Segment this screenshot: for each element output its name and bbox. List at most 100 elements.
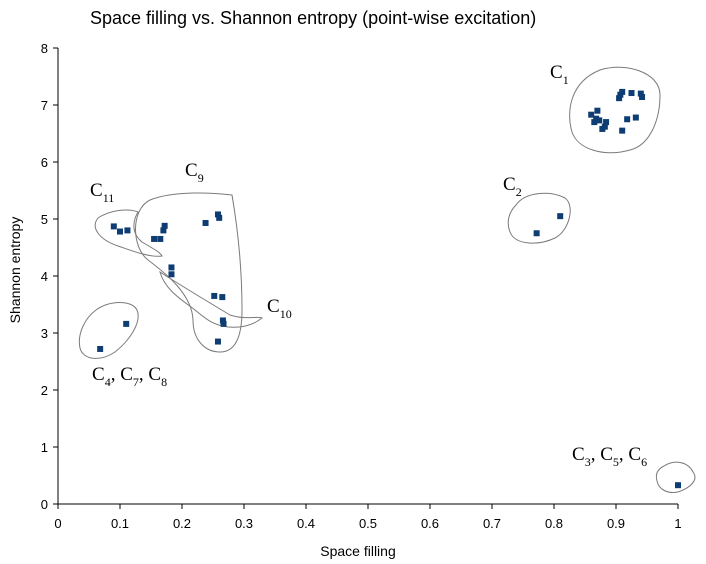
data-point (110, 223, 117, 230)
cluster-c10-outline (159, 270, 263, 328)
data-point (619, 127, 626, 134)
data-point (123, 320, 130, 327)
cluster-label-c7-sub: 7 (133, 375, 139, 389)
chart-title: Space filling vs. Shannon entropy (point… (90, 8, 536, 28)
data-point (151, 235, 158, 242)
cluster-label-c1-base: C (550, 62, 563, 83)
cluster-outlines (78, 66, 696, 493)
data-point (216, 214, 223, 221)
y-tick-label: 2 (41, 383, 48, 398)
cluster-label-c6-sub: 6 (641, 455, 647, 469)
x-tick-label: 0.7 (483, 516, 501, 531)
cluster-label-c9: C9 (185, 160, 204, 185)
data-point (168, 271, 175, 278)
cluster-label-c7-base: C (120, 364, 133, 385)
cluster-c2-outline (507, 192, 571, 244)
cluster-label-c10-base: C (267, 296, 280, 317)
cluster-label-c11-base: C (90, 180, 103, 201)
data-point (124, 227, 131, 234)
cluster-label-c2: C2 (503, 174, 522, 199)
cluster-c11-outline (94, 209, 163, 257)
x-tick-label: 1 (674, 516, 681, 531)
data-point (639, 94, 646, 101)
cluster-label-c8-sub: 8 (161, 375, 167, 389)
cluster-label-c1-sub: 1 (563, 73, 569, 87)
cluster-c4-c7-c8-outline (78, 302, 139, 359)
data-point (596, 117, 603, 124)
y-tick-label: 5 (41, 212, 48, 227)
data-point (557, 213, 564, 220)
data-point (591, 119, 598, 126)
y-tick-label: 4 (41, 269, 48, 284)
x-tick-label: 0.9 (607, 516, 625, 531)
y-axis-title: Shannon entropy (7, 217, 23, 324)
x-tick-label: 0 (54, 516, 61, 531)
y-tick-label: 6 (41, 155, 48, 170)
data-points (97, 88, 681, 489)
x-tick-label: 0.4 (297, 516, 315, 531)
cluster-label-c6-base: C (628, 444, 641, 465)
y-tick-label: 8 (41, 41, 48, 56)
data-point (157, 235, 164, 242)
y-tick-label: 1 (41, 440, 48, 455)
data-point (117, 228, 123, 235)
data-point (628, 90, 635, 97)
cluster-label-c4-base: C (92, 364, 105, 385)
cluster-label-c11: C11 (90, 180, 114, 205)
data-point (601, 123, 608, 130)
x-tick-label: 0.1 (111, 516, 129, 531)
data-point (168, 264, 175, 271)
x-tick-label: 0.6 (421, 516, 439, 531)
cluster-label-c11-sub: 11 (103, 191, 115, 205)
cluster-labels: C1 C2 C3, C5, C6 C9 C10 C11 C4, C7, C8 (90, 62, 647, 469)
data-point (214, 211, 221, 218)
cluster-label-c2-base: C (503, 174, 516, 195)
cluster-label-c5-base: C (600, 444, 613, 465)
x-axis-title: Space filling (320, 543, 396, 559)
data-point (202, 219, 209, 226)
x-tick-label: 0.3 (235, 516, 253, 531)
cluster-label-c4-c7-c8: C4, C7, C8 (92, 364, 167, 389)
cluster-label-c3-c5-c6: C3, C5, C6 (572, 444, 647, 469)
data-point (675, 482, 681, 489)
cluster-c3-c5-c6-outline (655, 461, 696, 493)
y-tick-label: 3 (41, 326, 48, 341)
data-point (616, 95, 623, 102)
cluster-label-c9-sub: 9 (198, 171, 204, 185)
y-ticks: 0 1 2 3 4 5 6 7 8 (41, 41, 58, 512)
cluster-label-c3-base: C (572, 444, 585, 465)
data-point (593, 115, 600, 122)
data-point (637, 90, 644, 97)
data-point (219, 294, 226, 301)
cluster-label-c1: C1 (550, 62, 569, 87)
cluster-label-c5-sub: 5 (613, 455, 619, 469)
data-point (220, 320, 227, 327)
data-point (211, 292, 218, 299)
y-tick-label: 0 (41, 497, 48, 512)
cluster-label-c8-base: C (148, 364, 161, 385)
data-point (97, 345, 104, 352)
data-point (161, 222, 168, 229)
data-point (533, 230, 540, 237)
data-point (603, 119, 610, 126)
x-tick-label: 0.5 (359, 516, 377, 531)
cluster-c1-outline (569, 66, 661, 154)
data-point (624, 116, 631, 123)
data-point (219, 317, 226, 324)
cluster-label-c3-sub: 3 (585, 455, 591, 469)
cluster-label-c4-sub: 4 (105, 375, 111, 389)
data-point (214, 338, 221, 345)
data-point (160, 227, 167, 234)
x-tick-label: 0.8 (545, 516, 563, 531)
y-tick-label: 7 (41, 98, 48, 113)
cluster-label-c2-sub: 2 (516, 185, 522, 199)
data-point (594, 107, 601, 114)
cluster-label-c9-base: C (185, 160, 198, 181)
x-ticks: 0 0.1 0.2 0.3 0.4 0.5 0.6 0.7 0.8 0.9 1 (54, 504, 682, 531)
cluster-label-c10-sub: 10 (280, 307, 292, 321)
data-point (588, 111, 595, 118)
cluster-label-c10: C10 (267, 296, 292, 321)
data-point (619, 88, 626, 95)
cluster-c9-outline (135, 192, 243, 353)
